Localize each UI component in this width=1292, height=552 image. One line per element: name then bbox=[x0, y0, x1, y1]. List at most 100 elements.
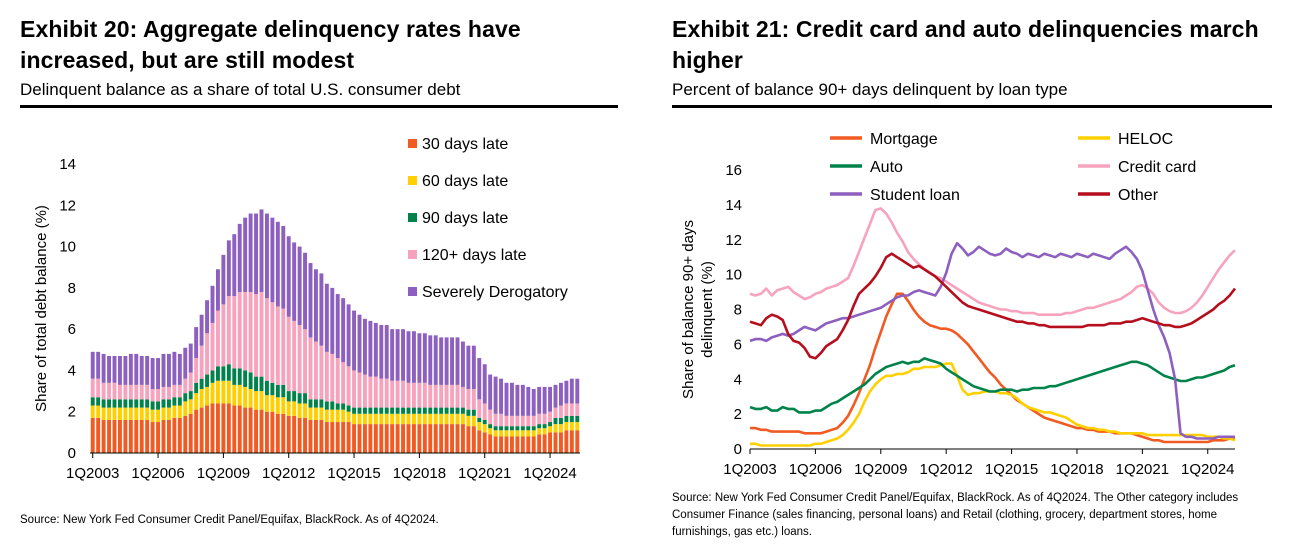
bar-60-days-late bbox=[373, 413, 378, 425]
bar-30-days-late bbox=[444, 424, 449, 453]
bar-120-days-late bbox=[569, 403, 574, 416]
bar-30-days-late bbox=[205, 405, 210, 453]
exhibit-20-title: Exhibit 20: Aggregate delinquency rates … bbox=[20, 16, 521, 73]
bar-90-days-late bbox=[542, 424, 547, 429]
bar-90-days-late bbox=[264, 380, 269, 396]
y-tick-label: 8 bbox=[68, 280, 76, 297]
bar-30-days-late bbox=[123, 419, 128, 453]
bar-120-days-late bbox=[101, 382, 106, 400]
exhibit-20-panel: Exhibit 20: Aggregate delinquency rates … bbox=[0, 0, 640, 552]
bar-60-days-late bbox=[259, 391, 264, 410]
bar-60-days-late bbox=[237, 384, 242, 406]
bar-60-days-late bbox=[270, 395, 275, 412]
bar-120-days-late bbox=[455, 384, 460, 408]
legend-swatch-60-days-late bbox=[408, 176, 417, 185]
exhibit-21-rule bbox=[672, 105, 1272, 108]
bar-120-days-late bbox=[308, 337, 313, 400]
bar-90-days-late bbox=[504, 426, 509, 431]
bar-90-days-late bbox=[259, 376, 264, 392]
bar-90-days-late bbox=[335, 403, 340, 410]
bar-120-days-late bbox=[504, 415, 509, 427]
bar-60-days-late bbox=[199, 389, 204, 408]
bar-60-days-late bbox=[466, 415, 471, 427]
y-tick-label: 2 bbox=[734, 406, 742, 423]
bar-30-days-late bbox=[466, 426, 471, 453]
bar-30-days-late bbox=[292, 415, 297, 453]
bar-60-days-late bbox=[226, 380, 231, 404]
bar-30-days-late bbox=[406, 424, 411, 453]
bar-severely-derogatory bbox=[569, 378, 574, 404]
bar-30-days-late bbox=[232, 405, 237, 453]
bar-30-days-late bbox=[390, 424, 395, 453]
bar-30-days-late bbox=[488, 434, 493, 453]
bar-severely-derogatory bbox=[373, 322, 378, 377]
bar-120-days-late bbox=[368, 376, 373, 408]
bar-90-days-late bbox=[128, 399, 133, 408]
bar-120-days-late bbox=[482, 403, 487, 420]
y-tick-label: 0 bbox=[734, 441, 742, 458]
bar-30-days-late bbox=[548, 432, 553, 453]
bar-90-days-late bbox=[357, 407, 362, 414]
bar-30-days-late bbox=[439, 424, 444, 453]
bar-60-days-late bbox=[569, 422, 574, 431]
legend-label-60-days-late: 60 days late bbox=[422, 173, 508, 190]
bar-30-days-late bbox=[145, 419, 150, 453]
bar-severely-derogatory bbox=[264, 213, 269, 299]
bar-120-days-late bbox=[248, 291, 253, 373]
bar-60-days-late bbox=[172, 405, 177, 418]
bar-30-days-late bbox=[134, 419, 139, 453]
bar-90-days-late bbox=[368, 407, 373, 414]
bar-90-days-late bbox=[145, 399, 150, 408]
bar-30-days-late bbox=[112, 419, 117, 453]
bar-120-days-late bbox=[509, 415, 514, 427]
bar-120-days-late bbox=[139, 384, 144, 400]
bar-60-days-late bbox=[455, 413, 460, 425]
bar-30-days-late bbox=[417, 424, 422, 453]
x-tick-label: 1Q2003 bbox=[66, 465, 119, 482]
bar-90-days-late bbox=[275, 384, 280, 398]
bar-60-days-late bbox=[177, 405, 182, 418]
bar-120-days-late bbox=[264, 298, 269, 381]
bar-60-days-late bbox=[117, 407, 122, 420]
bar-severely-derogatory bbox=[183, 347, 188, 379]
y-tick-label: 0 bbox=[68, 445, 76, 462]
bar-30-days-late bbox=[411, 424, 416, 453]
bar-severely-derogatory bbox=[379, 325, 384, 379]
series-line-credit-card bbox=[749, 207, 1236, 316]
bar-60-days-late bbox=[101, 407, 106, 420]
bar-60-days-late bbox=[564, 422, 569, 431]
bar-30-days-late bbox=[368, 424, 373, 453]
bar-60-days-late bbox=[553, 424, 558, 433]
bar-120-days-late bbox=[221, 304, 226, 367]
bar-60-days-late bbox=[362, 413, 367, 425]
bar-severely-derogatory bbox=[531, 389, 536, 416]
bar-60-days-late bbox=[308, 407, 313, 420]
exhibit-21-panel: Exhibit 21: Credit card and auto delinqu… bbox=[660, 0, 1292, 552]
bar-30-days-late bbox=[542, 434, 547, 453]
bar-severely-derogatory bbox=[526, 386, 531, 416]
bar-120-days-late bbox=[357, 372, 362, 408]
bar-90-days-late bbox=[531, 426, 536, 431]
bar-120-days-late bbox=[112, 382, 117, 400]
bar-30-days-late bbox=[243, 407, 248, 453]
bar-30-days-late bbox=[308, 419, 313, 453]
x-tick-label: 1Q2018 bbox=[1050, 461, 1103, 478]
bar-severely-derogatory bbox=[564, 380, 569, 404]
bar-60-days-late bbox=[542, 428, 547, 435]
exhibit-20-chart: 0 2 4 6 8 10 12 14 Share of total debt balance (… bbox=[33, 136, 580, 482]
bar-90-days-late bbox=[379, 407, 384, 414]
y-axis-title: Share of total debt balance (%) bbox=[33, 205, 50, 412]
bar-90-days-late bbox=[390, 407, 395, 414]
bar-severely-derogatory bbox=[254, 213, 259, 295]
bar-120-days-late bbox=[297, 325, 302, 394]
bar-90-days-late bbox=[112, 399, 117, 408]
bar-30-days-late bbox=[128, 419, 133, 453]
x-tick-label: 1Q2021 bbox=[1116, 461, 1169, 478]
bar-severely-derogatory bbox=[406, 331, 411, 383]
bar-severely-derogatory bbox=[150, 358, 155, 390]
bar-60-days-late bbox=[352, 413, 357, 425]
bar-90-days-late bbox=[406, 407, 411, 414]
bar-severely-derogatory bbox=[210, 285, 215, 323]
bar-60-days-late bbox=[460, 413, 465, 425]
y-tick-label: 6 bbox=[68, 321, 76, 338]
